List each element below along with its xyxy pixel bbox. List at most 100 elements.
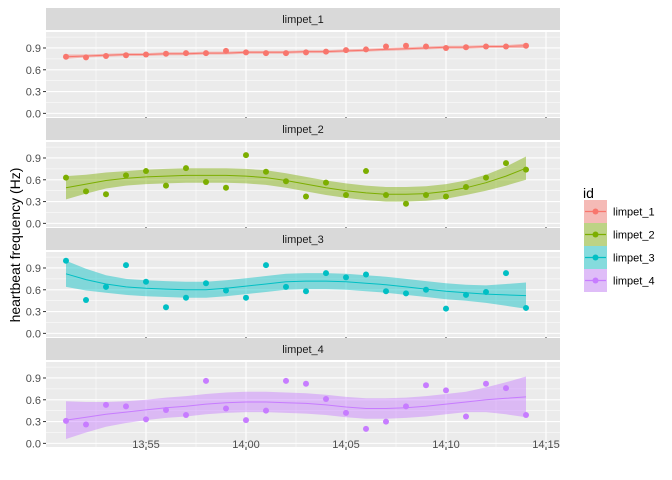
data-point xyxy=(243,417,249,424)
legend-label: limpet_4 xyxy=(613,276,655,288)
y-tick-label: 0.0 xyxy=(26,218,41,230)
data-point xyxy=(443,44,449,51)
y-tick-label: 0.3 xyxy=(26,307,41,319)
data-point xyxy=(163,406,169,413)
data-point xyxy=(143,416,149,423)
data-point xyxy=(63,257,69,264)
data-point xyxy=(503,160,509,167)
data-point xyxy=(343,47,349,54)
data-point xyxy=(523,42,529,49)
data-point xyxy=(103,191,109,198)
legend-key-point xyxy=(592,254,599,261)
panel-background xyxy=(46,32,560,117)
data-point xyxy=(323,396,329,403)
panel-background xyxy=(46,142,560,227)
data-point xyxy=(143,278,149,285)
data-point xyxy=(283,178,289,185)
data-point xyxy=(403,42,409,49)
y-tick-label: 0.0 xyxy=(26,438,41,450)
confidence-band xyxy=(66,43,526,59)
data-point xyxy=(83,421,89,428)
data-point xyxy=(283,283,289,290)
x-tick-label: 14:10 xyxy=(432,439,460,451)
data-point xyxy=(483,43,489,50)
data-point xyxy=(103,52,109,59)
confidence-band xyxy=(66,156,526,202)
data-point xyxy=(343,409,349,416)
y-tick-label: 0.9 xyxy=(26,43,41,55)
data-point xyxy=(503,270,509,277)
data-point xyxy=(343,192,349,199)
data-point xyxy=(303,193,309,200)
data-point xyxy=(283,377,289,384)
data-point xyxy=(463,184,469,191)
legend-label: limpet_3 xyxy=(613,253,655,265)
data-point xyxy=(523,412,529,419)
data-point xyxy=(483,380,489,387)
data-point xyxy=(83,188,89,195)
data-point xyxy=(383,418,389,425)
data-point xyxy=(503,385,509,392)
data-point xyxy=(443,305,449,312)
facet-strip xyxy=(46,118,560,140)
data-point xyxy=(263,50,269,57)
data-point xyxy=(343,274,349,281)
data-point xyxy=(223,47,229,54)
data-point xyxy=(183,294,189,301)
data-point xyxy=(103,401,109,408)
data-point xyxy=(303,49,309,56)
facet-strip-label: limpet_4 xyxy=(282,344,324,356)
data-point xyxy=(163,50,169,57)
data-point xyxy=(403,290,409,297)
panel-background xyxy=(46,252,560,337)
data-point xyxy=(223,287,229,294)
data-point xyxy=(483,174,489,181)
data-point xyxy=(443,387,449,394)
data-point xyxy=(123,52,129,59)
data-point xyxy=(183,50,189,57)
data-point xyxy=(423,192,429,199)
facet-strip xyxy=(46,338,560,360)
legend-key-point xyxy=(592,208,599,215)
facet-strip-label: limpet_1 xyxy=(282,14,324,26)
data-point xyxy=(123,403,129,410)
data-point xyxy=(123,262,129,269)
data-point xyxy=(203,280,209,287)
data-point xyxy=(323,48,329,55)
y-axis-title: heartbeat frequency (Hz) xyxy=(7,168,23,323)
data-point xyxy=(263,168,269,175)
data-point xyxy=(503,43,509,50)
data-point xyxy=(183,412,189,419)
data-point xyxy=(183,165,189,172)
facet-strip xyxy=(46,228,560,250)
data-point xyxy=(463,291,469,298)
confidence-band xyxy=(66,376,526,439)
x-tick-label: 13:55 xyxy=(132,439,160,451)
data-point xyxy=(263,262,269,269)
data-point xyxy=(383,288,389,295)
data-point xyxy=(243,294,249,301)
data-point xyxy=(123,172,129,179)
y-tick-label: 0.9 xyxy=(26,373,41,385)
y-tick-label: 0.0 xyxy=(26,328,41,340)
x-tick-label: 14:15 xyxy=(532,439,560,451)
data-point xyxy=(523,304,529,311)
facet-strip-label: limpet_2 xyxy=(282,124,324,136)
data-point xyxy=(163,182,169,189)
data-point xyxy=(323,270,329,277)
legend-label: limpet_2 xyxy=(613,230,655,242)
data-point xyxy=(63,417,69,424)
data-point xyxy=(383,192,389,199)
facet-strip-label: limpet_3 xyxy=(282,234,324,246)
data-point xyxy=(363,168,369,175)
data-point xyxy=(363,46,369,53)
data-point xyxy=(143,168,149,175)
data-point xyxy=(63,174,69,181)
data-point xyxy=(143,51,149,58)
legend-label: limpet_1 xyxy=(613,207,655,219)
data-point xyxy=(283,50,289,57)
trend-line xyxy=(65,45,527,58)
data-point xyxy=(203,377,209,384)
data-point xyxy=(423,382,429,389)
